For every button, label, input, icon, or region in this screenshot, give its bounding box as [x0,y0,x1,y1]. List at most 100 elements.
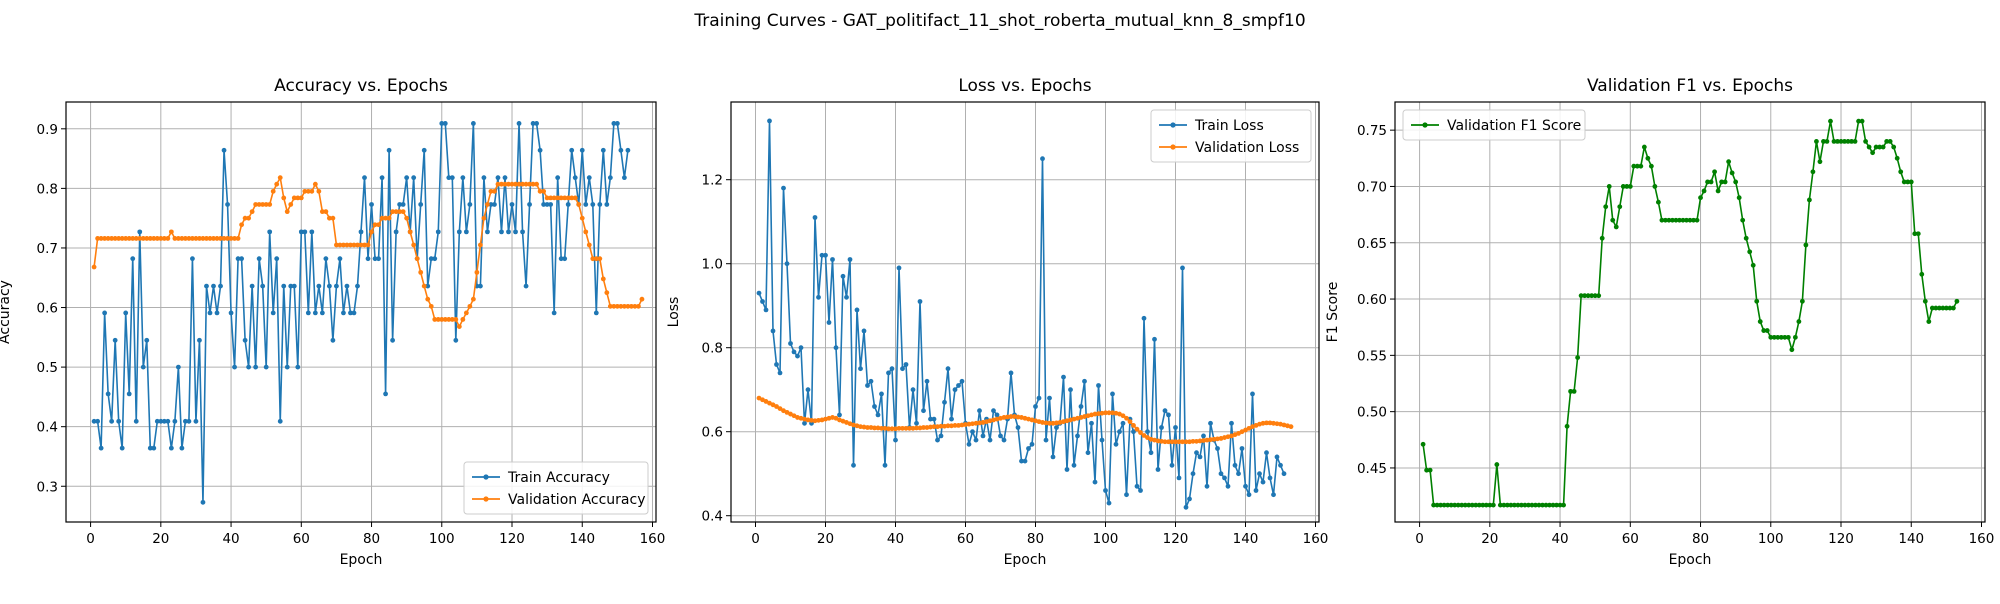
f1-xtick-label: 40 [1551,531,1568,547]
accuracy-data-point [274,256,280,262]
accuracy-data-point [204,236,209,241]
accuracy-data-point [256,202,262,207]
accuracy-data-point [112,337,118,343]
accuracy-data-point [569,147,575,153]
f1-data-point [1807,197,1812,203]
accuracy-data-point [355,283,360,289]
f1-data-point [1919,271,1925,277]
f1-data-point [1547,502,1552,508]
loss-data-point [987,437,993,443]
accuracy-data-point [242,337,248,343]
accuracy-data-point [372,222,378,228]
loss-xtick-label: 160 [1303,531,1329,547]
loss-data-point [854,307,860,313]
accuracy-series-1 [91,121,631,505]
loss-data-point [1281,471,1287,477]
accuracy-ytick-label: 0.4 [37,420,58,436]
f1-data-point [1519,502,1524,508]
loss-data-point [991,408,996,414]
accuracy-data-point [105,236,111,241]
accuracy-ytick-label: 0.5 [37,360,58,376]
loss-data-point [795,353,800,359]
f1-data-point [1533,502,1538,508]
f1-axes-frame [1394,101,1986,523]
loss-xtick-label: 80 [1027,531,1044,547]
f1-data-point [1663,217,1668,223]
loss-data-point [1096,383,1101,388]
loss-data-point [889,366,895,372]
loss-data-point [1208,420,1213,426]
loss-data-point [910,425,916,431]
f1-data-point [1782,334,1788,340]
loss-data-point [994,412,1000,418]
accuracy-data-point [140,364,146,370]
f1-data-point [1863,139,1868,144]
loss-data-point [952,423,958,428]
loss-data-point [1138,488,1143,493]
accuracy-data-point [102,236,108,241]
loss-ytick-label: 0.6 [702,425,723,441]
accuracy-data-point [190,256,195,262]
accuracy-data-point [277,175,283,181]
loss-legend-label: Validation Loss [1195,140,1299,156]
loss-data-point [903,362,909,367]
f1-data-point [1666,217,1672,223]
loss-xtick-label: 40 [887,531,904,547]
accuracy-data-point [270,188,276,194]
loss-data-point [1187,439,1192,445]
accuracy-data-point [530,181,536,187]
loss-data-point [900,366,905,372]
f1-data-point [1680,217,1686,223]
f1-data-point [1687,217,1693,223]
accuracy-data-point [435,229,441,235]
accuracy-data-point [298,195,304,201]
loss-data-point [1103,410,1108,416]
f1-data-point [1568,388,1573,394]
f1-data-point [1462,502,1468,508]
accuracy-data-point [544,202,550,207]
f1-data-point [1866,144,1872,150]
loss-data-point [1075,433,1080,439]
f1-data-point [1557,502,1563,508]
accuracy-data-point [263,202,269,207]
accuracy-data-point [207,310,213,316]
accuracy-ytick-label: 0.9 [37,122,58,138]
loss-data-point [812,215,818,220]
accuracy-data-point [393,209,399,215]
accuracy-data-point [235,256,241,262]
loss-data-point [1201,438,1206,443]
loss-data-point [861,328,867,334]
accuracy-data-point [334,242,339,248]
accuracy-data-point [442,121,448,126]
accuracy-data-point [98,445,104,451]
loss-data-point [931,424,937,430]
accuracy-data-point [446,317,452,322]
accuracy-data-point [341,242,346,248]
accuracy-data-point [183,236,188,241]
f1-ytick-label: 0.60 [1357,292,1387,308]
accuracy-data-point [548,202,554,207]
loss-data-point [1124,492,1129,498]
accuracy-data-point [428,303,434,309]
loss-data-point [851,462,856,468]
accuracy-data-point [154,236,160,241]
loss-data-point [973,437,979,443]
loss-data-point [865,383,870,388]
accuracy-data-point [495,175,501,181]
f1-data-point [1480,502,1486,508]
loss-data-point [924,378,930,384]
accuracy-data-point [393,229,399,235]
loss-legend-label: Train Loss [1194,118,1264,134]
loss-data-point [1267,420,1273,426]
loss-data-point [893,437,898,443]
accuracy-data-point [161,236,167,241]
loss-data-point [956,423,961,428]
f1-data-point [1940,305,1946,311]
f1-data-point [1504,502,1510,508]
f1-data-point [1887,139,1893,144]
loss-data-point [896,265,902,271]
loss-data-point [1169,439,1175,445]
accuracy-data-point [523,181,529,187]
accuracy-data-point [218,236,223,241]
accuracy-data-point [253,364,259,370]
